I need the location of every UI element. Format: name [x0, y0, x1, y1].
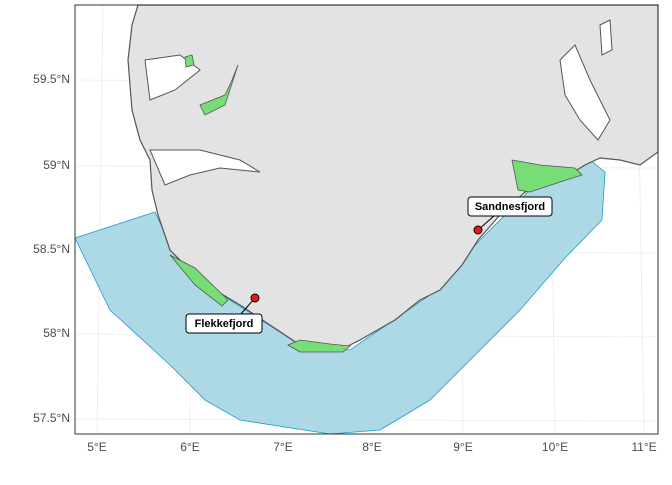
sea-area [74, 159, 606, 435]
place-label: Flekkefjord [195, 318, 254, 330]
lon-label: 11°E [631, 440, 656, 454]
lon-label: 10°E [542, 440, 568, 454]
lon-label: 8°E [362, 440, 381, 454]
lat-label: 58°N [43, 326, 70, 340]
lat-label: 59.5°N [33, 72, 70, 86]
lon-label: 6°E [180, 440, 199, 454]
lat-label: 58.5°N [33, 242, 70, 256]
protected-areas [169, 54, 583, 353]
label-box [467, 196, 553, 217]
lat-label: 57.5°N [33, 411, 70, 425]
place-marker [250, 293, 260, 303]
label-box [185, 313, 263, 334]
panel-border [74, 4, 659, 435]
lon-label: 7°E [273, 440, 292, 454]
lat-label: 59°N [43, 158, 70, 172]
lon-labels: 5°E 6°E 7°E 8°E 9°E 10°E 11°E [87, 440, 656, 454]
land [127, 4, 659, 351]
lat-labels: 59.5°N 59°N 58.5°N 58°N 57.5°N [33, 72, 70, 425]
sandnesfjord: Sandnesfjord [467, 196, 553, 235]
lon-label: 5°E [87, 440, 106, 454]
place-marker [473, 225, 483, 235]
flekkefjord: Flekkefjord [185, 293, 263, 334]
place-label: Sandnesfjord [475, 201, 545, 213]
lon-label: 9°E [453, 440, 472, 454]
